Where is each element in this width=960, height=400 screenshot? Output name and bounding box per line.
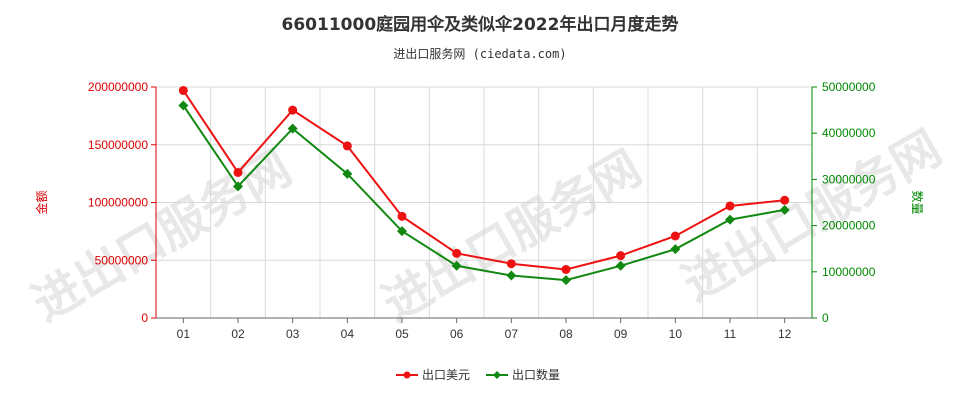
series-0-point	[342, 141, 352, 151]
right-axis-tick-label: 40000000	[822, 126, 876, 140]
x-axis-tick-label: 02	[231, 327, 245, 341]
series-1-point	[561, 275, 571, 286]
series-1-point	[670, 244, 681, 255]
left-axis-tick-label: 100000000	[88, 196, 148, 210]
x-axis-tick-label: 12	[778, 327, 792, 341]
legend: 出口美元 出口数量	[396, 367, 560, 382]
right-axis-tick-label: 20000000	[822, 219, 876, 233]
series-0-point	[670, 231, 680, 241]
series-layer	[178, 85, 790, 286]
series-1-point	[178, 100, 189, 111]
series-1-point	[725, 214, 735, 225]
series-1-point	[397, 226, 407, 237]
legend-label-1: 出口数量	[512, 367, 560, 382]
legend-swatch-marker-0	[403, 371, 411, 379]
chart-subtitle: 进出口服务网 (ciedata.com)	[393, 47, 567, 61]
series-0-point	[288, 105, 298, 115]
series-0-point	[780, 195, 790, 205]
watermark-text: 进出口服务网	[373, 140, 650, 333]
right-axis-tick-label: 50000000	[822, 80, 876, 94]
series-0-point	[616, 251, 626, 261]
series-0-point	[178, 85, 188, 95]
right-axis-title: 数量	[910, 190, 925, 214]
x-axis-tick-label: 01	[177, 327, 191, 341]
series-line-1	[182, 104, 785, 282]
left-axis-tick-label: 200000000	[88, 80, 148, 94]
series-0-point	[725, 201, 735, 211]
legend-swatch-marker-1	[493, 371, 501, 379]
series-1-point	[233, 181, 243, 192]
series-1-point	[506, 270, 517, 281]
x-axis-tick-label: 06	[450, 327, 464, 341]
x-axis-tick-label: 04	[341, 327, 355, 341]
right-axis-tick-label: 10000000	[822, 265, 876, 279]
series-0-point	[452, 248, 462, 258]
left-axis-tick-label: 50000000	[95, 253, 149, 267]
series-1-point	[451, 260, 462, 271]
left-axis-tick-label: 0	[141, 311, 148, 325]
series-0-point	[506, 259, 516, 269]
left-axis-tick-label: 150000000	[88, 138, 148, 152]
x-axis-tick-label: 08	[559, 327, 573, 341]
series-0-point	[561, 264, 571, 274]
x-axis-tick-label: 05	[395, 327, 409, 341]
right-axis-tick-label: 30000000	[822, 172, 876, 186]
x-axis-tick-label: 03	[286, 327, 300, 341]
legend-label-0: 出口美元	[422, 368, 470, 382]
x-axis-tick-label: 11	[724, 327, 737, 341]
x-axis-tick-label: 07	[505, 327, 519, 341]
series-1-point	[615, 260, 626, 271]
series-1-point	[779, 204, 790, 215]
left-axis-title: 金额	[34, 190, 49, 214]
series-0-point	[233, 167, 243, 177]
chart-title: 66011000庭园用伞及类似伞2022年出口月度走势	[281, 15, 679, 35]
series-1-point	[342, 168, 353, 179]
series-1-point	[287, 123, 298, 134]
axes: 0500000001000000001500000002000000000100…	[34, 80, 925, 341]
x-axis-tick-label: 10	[669, 327, 683, 341]
series-line-0	[182, 89, 785, 271]
watermark-text: 进出口服务网	[23, 140, 300, 333]
series-0-point	[397, 211, 407, 221]
right-axis-tick-label: 0	[822, 311, 829, 325]
x-axis-tick-label: 09	[614, 327, 628, 341]
